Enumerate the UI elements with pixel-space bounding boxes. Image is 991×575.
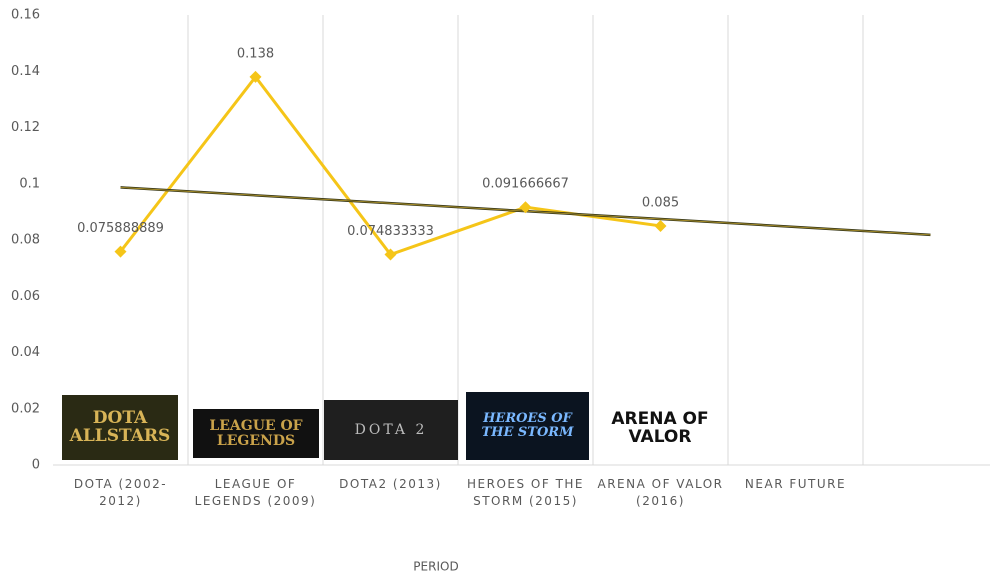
y-tick-label: 0.16 bbox=[11, 8, 40, 23]
y-tick-label: 0.12 bbox=[11, 120, 40, 135]
data-label: 0.138 bbox=[237, 46, 274, 61]
chart: PERIOD 0 0.02 0.04 0.06 0.08 0.1 0.12 0.14 0.16 0… bbox=[0, 0, 991, 575]
x-axis-title: PERIOD bbox=[413, 560, 458, 574]
x-tick-label: HEROES OF THE STORM (2015) bbox=[458, 476, 593, 510]
logo: DOTA ALLSTARS bbox=[62, 395, 178, 460]
x-tick-label: LEAGUE OF LEGENDS (2009) bbox=[188, 476, 323, 510]
logo: ARENA OF VALOR bbox=[598, 400, 722, 458]
data-label: 0.085 bbox=[642, 195, 679, 210]
logo: LEAGUE OF LEGENDS bbox=[193, 409, 319, 458]
y-tick-label: 0.02 bbox=[11, 401, 40, 416]
x-tick-label: NEAR FUTURE bbox=[728, 476, 863, 493]
logo: HEROES OF THE STORM bbox=[466, 392, 589, 460]
logo: DOTA 2 bbox=[324, 400, 458, 460]
data-label: 0.074833333 bbox=[347, 224, 434, 239]
data-label: 0.075888889 bbox=[77, 221, 164, 236]
data-label: 0.091666667 bbox=[482, 177, 569, 192]
y-tick-label: 0 bbox=[32, 458, 40, 473]
marker bbox=[655, 220, 667, 232]
x-tick-label: DOTA2 (2013) bbox=[323, 476, 458, 493]
x-tick-label: DOTA (2002-2012) bbox=[53, 476, 188, 510]
y-tick-label: 0.04 bbox=[11, 345, 40, 360]
y-tick-label: 0.14 bbox=[11, 64, 40, 79]
x-tick-label: ARENA OF VALOR (2016) bbox=[593, 476, 728, 510]
y-tick-label: 0.1 bbox=[19, 176, 40, 191]
y-tick-label: 0.06 bbox=[11, 289, 40, 304]
y-tick-label: 0.08 bbox=[11, 233, 40, 248]
